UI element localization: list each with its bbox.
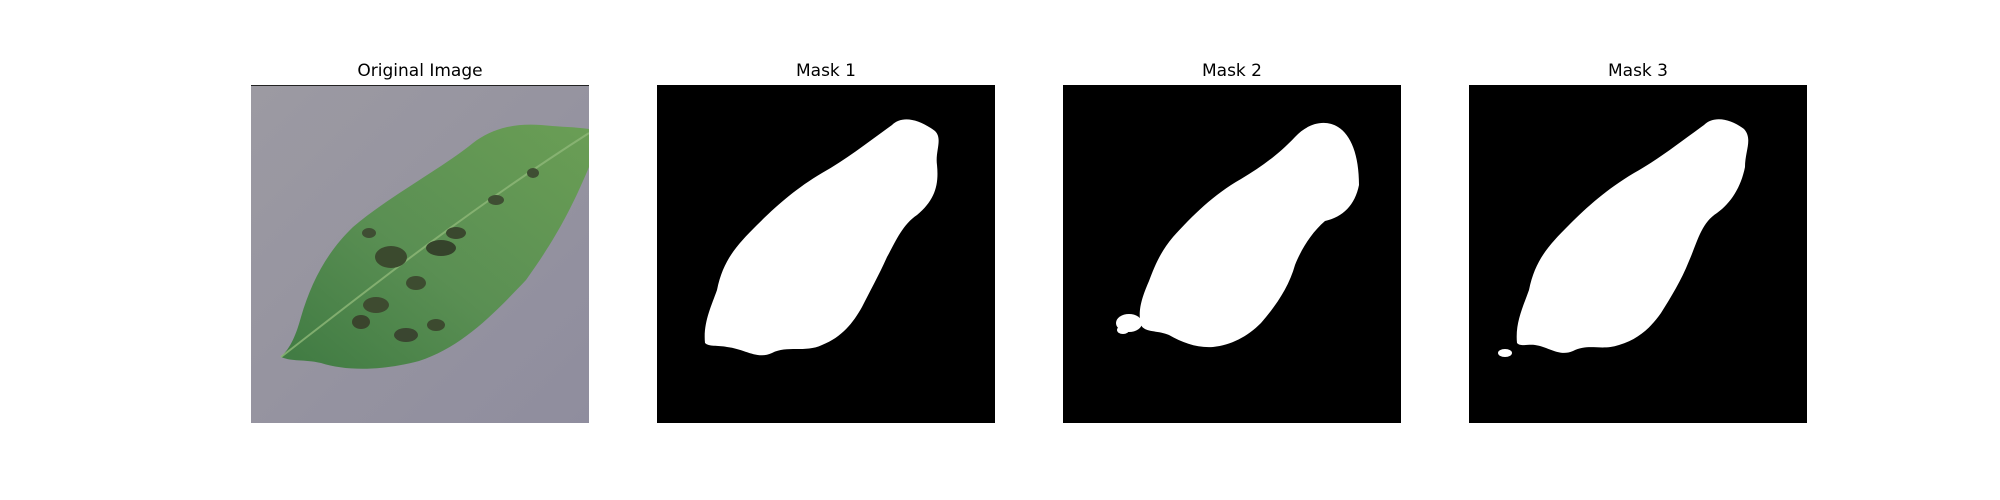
leaf-spot (363, 297, 389, 313)
panel-title: Original Image (357, 61, 483, 81)
panel-title: Mask 2 (1201, 61, 1262, 81)
panel-title: Mask 1 (795, 61, 856, 81)
leaf-spot (527, 168, 539, 178)
leaf-spot (362, 228, 376, 238)
leaf-spot (375, 246, 407, 268)
mask-1-image (657, 85, 995, 423)
panel-mask-3: Mask 3 (1469, 58, 1807, 423)
panel-title: Mask 3 (1607, 61, 1668, 81)
mask-foreground (704, 119, 939, 356)
panel-mask-2: Mask 2 (1063, 58, 1401, 423)
leaf-spot (488, 195, 504, 205)
mask-blob (1498, 349, 1512, 357)
leaf-midrib (280, 132, 589, 358)
original-leaf-image (251, 85, 589, 423)
leaf-spot (406, 276, 426, 290)
panel-original-image: Original Image (251, 58, 589, 423)
leaf-spot (352, 315, 370, 329)
leaf-spot (426, 240, 456, 256)
mask-2-image (1063, 85, 1401, 423)
leaf-spot (394, 328, 418, 342)
leaf-spot (427, 319, 445, 331)
mask-foreground (1139, 122, 1359, 348)
mask-foreground (1516, 119, 1749, 353)
panel-mask-1: Mask 1 (657, 58, 995, 423)
mask-blob (1117, 326, 1129, 334)
mask-3-image (1469, 85, 1807, 423)
leaf-spot (446, 227, 466, 239)
